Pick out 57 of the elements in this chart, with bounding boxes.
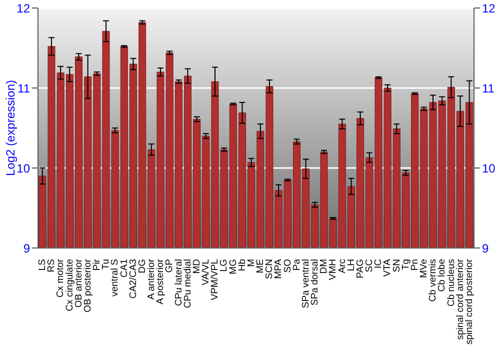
x-tick-label: MPA <box>273 258 284 279</box>
x-tick-label: OB posterior <box>82 259 94 312</box>
x-tick-label: IC <box>373 258 384 268</box>
x-tick-label: VTA <box>382 258 394 277</box>
x-tick-label: Pn <box>409 259 420 271</box>
x-tick-label: CPu medial <box>182 259 194 308</box>
x-tick-label: A anterior <box>146 259 158 300</box>
x-tick-label: DM <box>318 258 330 274</box>
x-tick-label: SO <box>282 259 294 273</box>
x-tick-label: MD <box>191 258 202 274</box>
x-tick-label: PAG <box>354 259 366 278</box>
x-tick-label: Cx motor <box>55 259 66 298</box>
x-tick-label: Cx cingulate <box>64 259 76 312</box>
x-tick-label: A posterior <box>155 259 166 304</box>
y2-tick-label: 10 <box>482 161 496 176</box>
x-tick-label: spinal cord anterior <box>454 259 466 340</box>
x-tick-label: DG <box>136 259 148 274</box>
x-tick-label: SN <box>391 258 402 272</box>
x-tick-label: Tu <box>100 259 112 270</box>
x-tick-label: Arc <box>336 258 348 274</box>
y2-tick-label: 9 <box>482 241 489 256</box>
x-tick-label: Tg <box>400 259 412 270</box>
x-tick-label: MVe <box>418 259 430 278</box>
x-tick-label: ME <box>255 259 266 274</box>
x-tick-label: SC <box>364 258 376 272</box>
x-tick-label: CPu lateral <box>173 259 184 306</box>
x-tick-label: GP <box>164 259 176 273</box>
x-tick-label: SPa dorsal <box>310 259 321 306</box>
x-tick-label: SCN <box>264 258 276 280</box>
x-tick-label: spinal cord posterior <box>464 259 475 345</box>
y-tick-label: 9 <box>23 241 30 256</box>
y-tick-label: 12 <box>16 1 30 16</box>
x-tick-label: LS <box>37 259 48 271</box>
x-tick-label: MG <box>228 259 239 274</box>
x-tick-label: LG <box>218 259 230 272</box>
x-tick-label: SPa ventral <box>300 259 312 308</box>
x-tick-label: RS <box>46 259 58 272</box>
x-tick-label: OB anterior <box>73 259 84 308</box>
x-tick-label: Pa <box>291 258 302 271</box>
y-axis-title: Log2 (expression) <box>3 80 18 176</box>
x-tick-label: LH <box>346 258 357 272</box>
y-tick-label: 11 <box>18 81 30 96</box>
x-tick-label: Cb vermis <box>428 258 439 302</box>
x-tick-label: VMH <box>328 258 339 280</box>
x-tick-label: Hb <box>236 259 248 272</box>
x-tick-label: ventral S <box>110 259 121 296</box>
x-tick-label: Pir <box>92 259 103 271</box>
x-tick-label: VA/VL <box>200 259 212 286</box>
x-tick-label: CA2/CA3 <box>128 259 139 299</box>
y2-tick-label: 11 <box>482 81 495 96</box>
x-tick-label: VPM/VPL <box>210 259 221 300</box>
x-tick-label: CA1 <box>118 259 130 278</box>
x-tick-label: Cb lobe <box>436 259 448 292</box>
x-tick-label: Cb nucleus <box>446 258 457 307</box>
y-tick-label: 10 <box>16 161 30 176</box>
y2-tick-label: 12 <box>482 1 496 16</box>
x-tick-label: M <box>246 258 257 267</box>
